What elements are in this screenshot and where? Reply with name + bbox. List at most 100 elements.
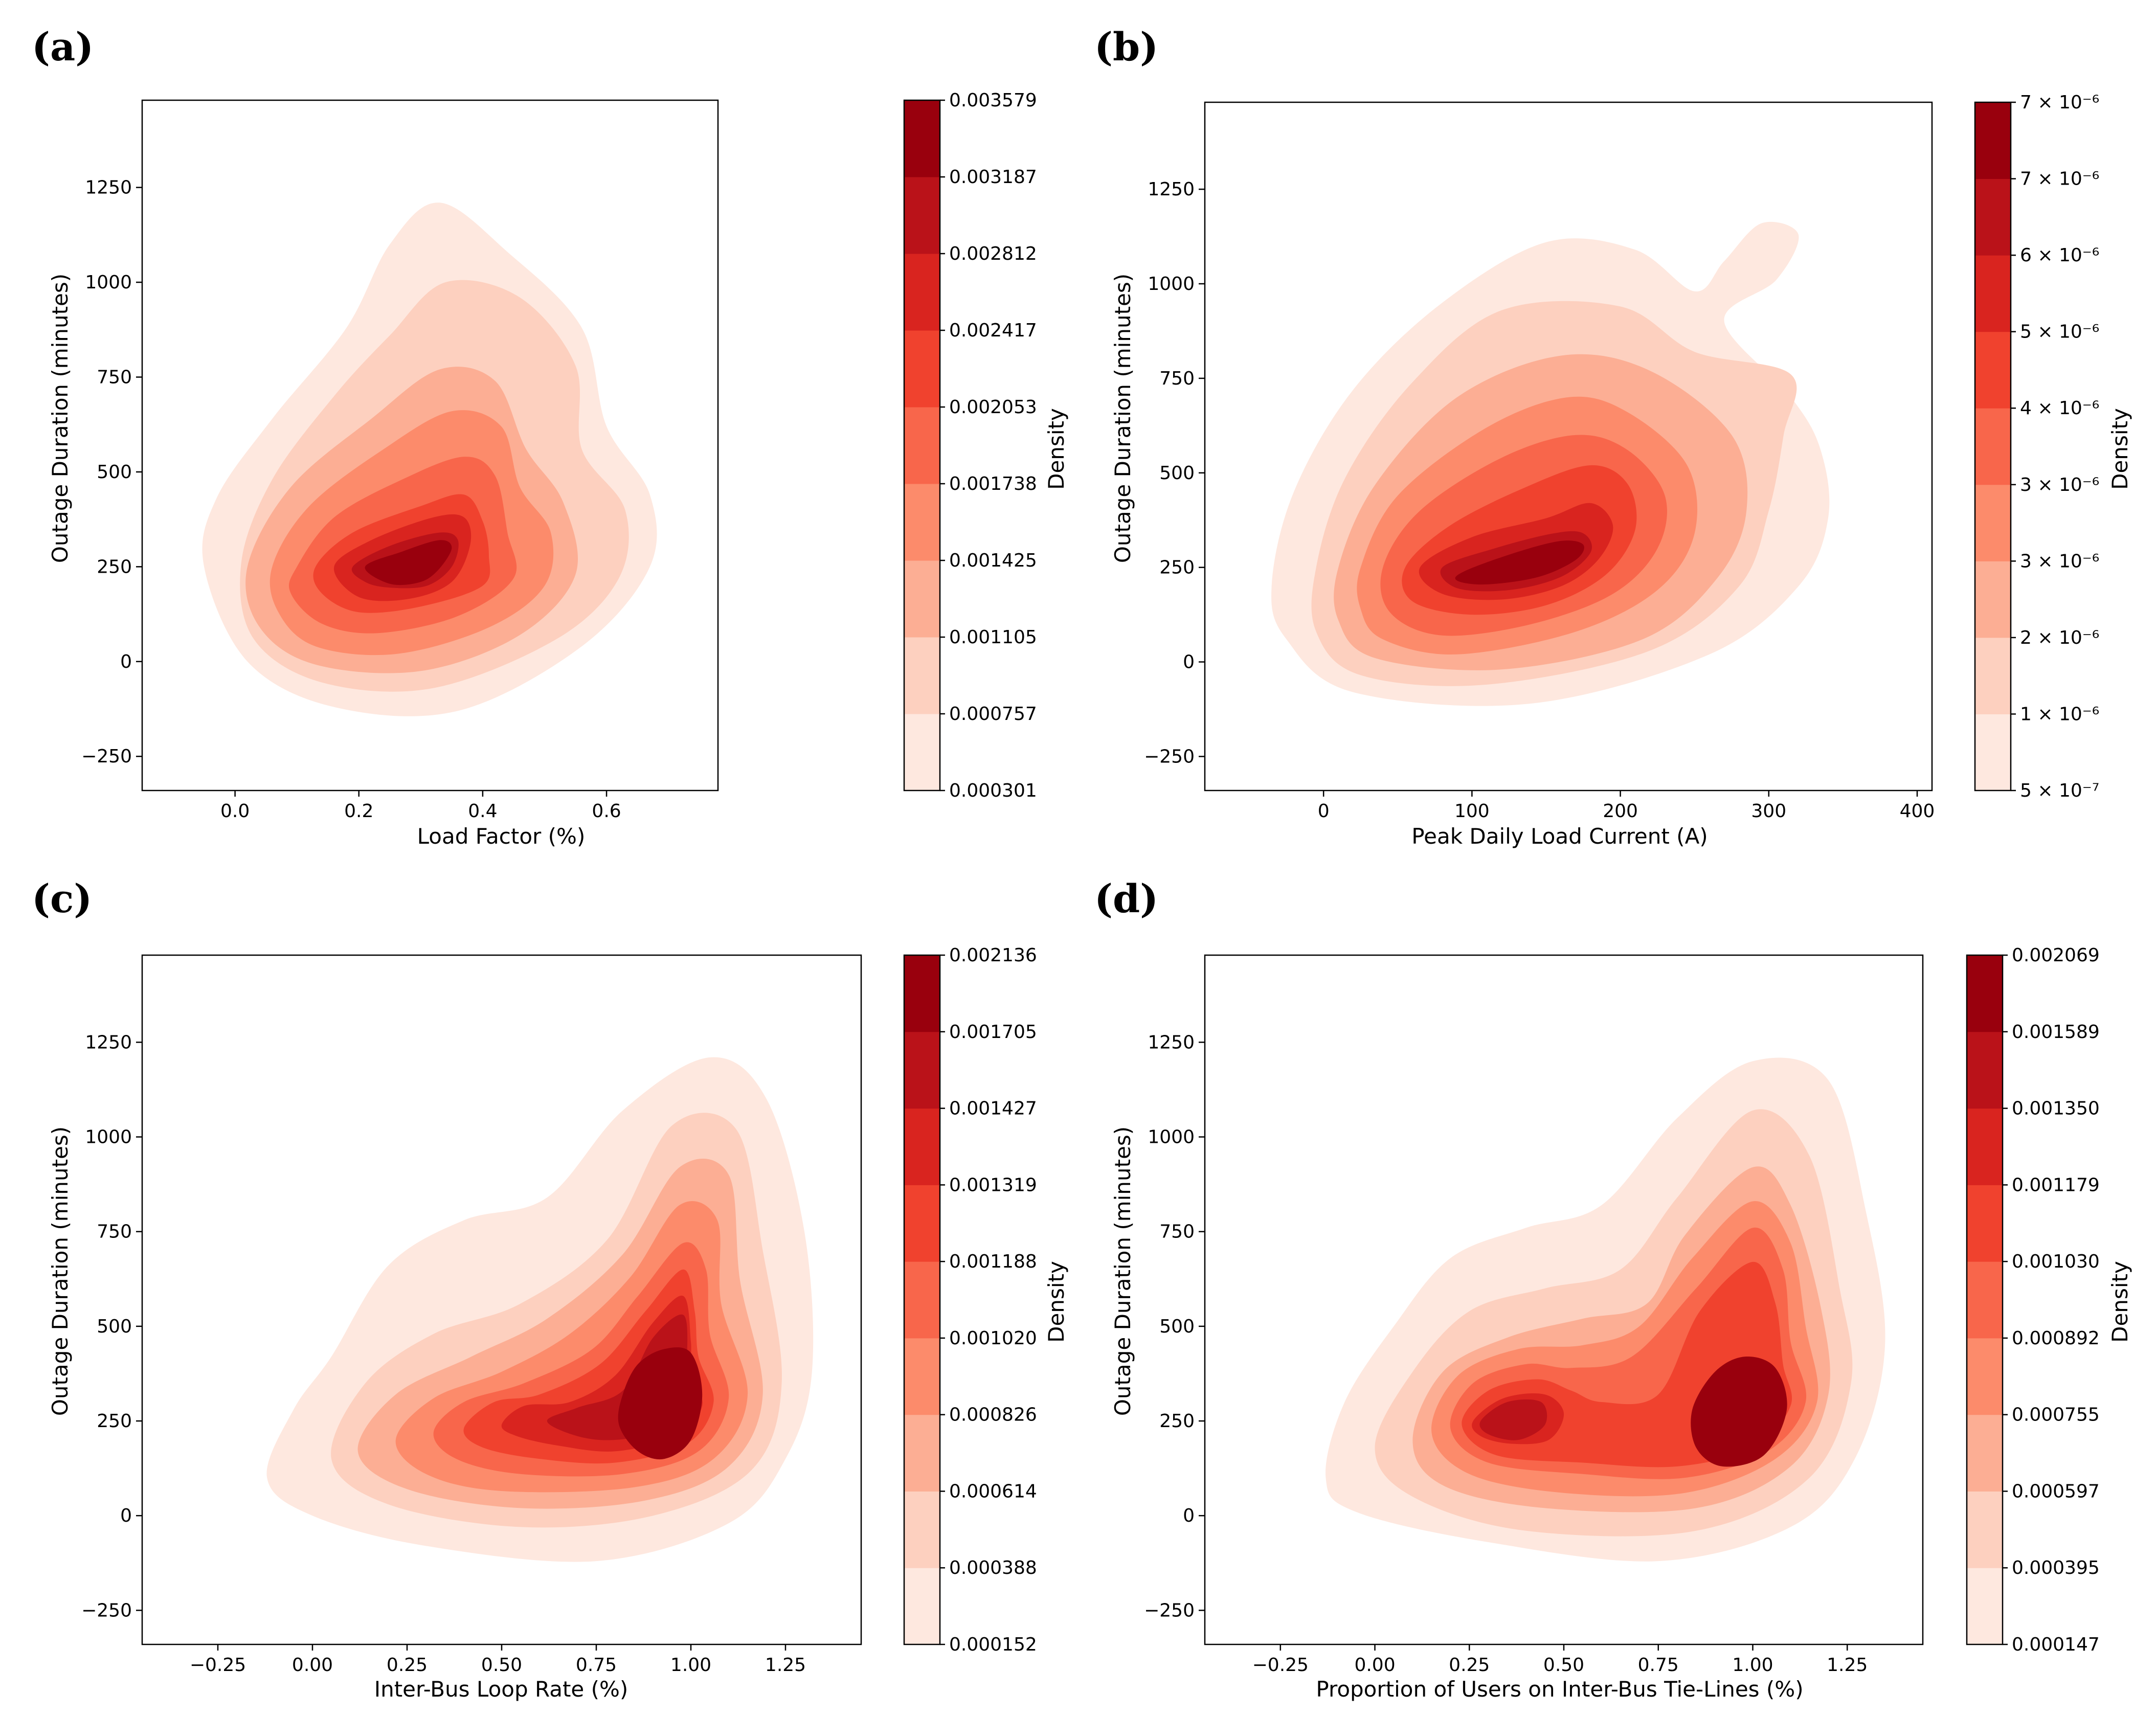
y-tick-label: −250 — [1144, 1600, 1195, 1621]
y-tick-label: 1000 — [85, 272, 132, 293]
x-tick-label: −0.25 — [190, 1655, 246, 1676]
panel-a: (a) Load Factor (%) Outage Duration (min… — [32, 24, 1069, 849]
colorbar-tick-label: 0.000757 — [949, 704, 1037, 725]
x-tick-label: 300 — [1751, 801, 1786, 822]
colorbar-tick-label: 0.000614 — [949, 1481, 1037, 1502]
colorbar-band-4 — [1975, 484, 2011, 561]
colorbar-tick-label: 0.003187 — [949, 167, 1037, 188]
colorbar-c: 0.000152 0.000388 0.000614 0.000826 0.001020… — [903, 945, 1037, 1655]
colorbar-tick-label: 0.001179 — [2012, 1175, 2100, 1195]
colorbar-band-7 — [1967, 1108, 2003, 1185]
colorbar-title-d: Density — [2107, 1261, 2132, 1343]
panel-label-a: (a) — [32, 24, 94, 70]
colorbar-tick-label: 5 × 10⁻⁶ — [2020, 322, 2099, 343]
contour-group-b — [1271, 221, 1830, 706]
x-tick-label: 0.75 — [1638, 1655, 1679, 1676]
colorbar-d: 0.000147 0.000395 0.000597 0.000755 0.000892… — [1966, 945, 2100, 1655]
colorbar-band-4 — [1967, 1338, 2003, 1415]
colorbar-tick-label: 0.001020 — [949, 1328, 1037, 1349]
x-tick-label: 0.00 — [292, 1655, 333, 1676]
y-tick-label: 0 — [120, 651, 132, 672]
colorbar-band-6 — [1975, 331, 2011, 409]
colorbar-band-9 — [1975, 102, 2011, 179]
y-tick-label: −250 — [81, 746, 132, 767]
colorbar-tick-label: 0.000152 — [949, 1634, 1037, 1655]
colorbar-tick-label: 0.001350 — [2012, 1098, 2100, 1119]
x-tick-label: 1.25 — [1827, 1655, 1868, 1676]
panel-b: (b) Peak Daily Load Current (A) Outage D… — [1094, 24, 2132, 849]
x-tick-label: 0.50 — [481, 1655, 522, 1676]
colorbar-tick-label: 6 × 10⁻⁶ — [2020, 245, 2099, 266]
colorbar-band-1 — [904, 714, 940, 791]
colorbar-tick-label: 0.001427 — [949, 1098, 1037, 1119]
panel-label-c: (c) — [32, 876, 92, 921]
colorbar-title-b: Density — [2107, 408, 2132, 490]
x-tick-label: 0.4 — [468, 801, 497, 822]
colorbar-band-3 — [1975, 561, 2011, 638]
y-tick-label: 1000 — [85, 1127, 132, 1148]
contour-group-d — [1326, 1057, 1885, 1562]
colorbar-band-3 — [1967, 1414, 2003, 1492]
colorbar-band-2 — [1967, 1491, 2003, 1568]
x-axis-title-c: Inter-Bus Loop Rate (%) — [374, 1677, 628, 1702]
colorbar-band-8 — [1967, 1031, 2003, 1109]
x-tick-label: 0.25 — [1449, 1655, 1490, 1676]
y-tick-label: −250 — [81, 1600, 132, 1621]
colorbar-tick-label: 0.001188 — [949, 1251, 1037, 1272]
colorbar-frame-b — [1974, 101, 2012, 792]
colorbar-tick-label: 0.003579 — [949, 90, 1037, 111]
x-tick-label: 0.75 — [576, 1655, 617, 1676]
colorbar-tick-label: 0.001105 — [949, 627, 1037, 648]
plot-area-c: −0.25 0.00 0.25 0.50 0.75 1.00 1.25 −250 0 250 500… — [81, 954, 862, 1676]
colorbar-tick-label: 0.002417 — [949, 320, 1037, 341]
colorbar-band-7 — [904, 1108, 940, 1185]
plot-area-b: 0 100 200 300 400 −250 0 250 500 750 1000 1250 — [1144, 101, 1935, 822]
colorbar-tick-label: 0.001589 — [2012, 1022, 2100, 1043]
x-tick-label: 1.00 — [670, 1655, 711, 1676]
y-tick-label: 1000 — [1148, 274, 1195, 295]
colorbar-tick-label: 0.000388 — [949, 1557, 1037, 1578]
plot-frame-b — [1204, 101, 1933, 792]
colorbar-band-3 — [904, 560, 940, 638]
y-tick-label: 750 — [1159, 368, 1195, 389]
colorbar-tick-label: 0.001738 — [949, 473, 1037, 494]
y-tick-label: 1250 — [1148, 1032, 1195, 1053]
y-tick-label: 1250 — [85, 177, 132, 198]
colorbar-tick-label: 3 × 10⁻⁶ — [2020, 475, 2099, 495]
panel-d: (d) Proportion of Users on Inter-Bus Tie… — [1094, 876, 2132, 1702]
colorbar-tick-label: 3 × 10⁻⁶ — [2020, 551, 2099, 572]
x-tick-label: 0.0 — [220, 801, 250, 822]
colorbar-band-1 — [1975, 714, 2011, 791]
y-tick-label: 0 — [1183, 652, 1195, 673]
colorbar-band-2 — [1975, 637, 2011, 714]
contour-level-9 — [365, 540, 452, 585]
colorbar-band-9 — [904, 100, 940, 177]
colorbar-band-5 — [904, 1261, 940, 1339]
x-tick-label: 1.25 — [765, 1655, 806, 1676]
y-tick-label: 250 — [97, 1411, 132, 1432]
colorbar-a: 0.000301 0.000757 0.001105 0.001425 0.001738… — [903, 90, 1037, 801]
colorbar-band-8 — [904, 1031, 940, 1109]
panel-c: (c) Inter-Bus Loop Rate (%) Outage Durat… — [32, 876, 1069, 1702]
colorbar-tick-label: 7 × 10⁻⁶ — [2020, 169, 2099, 190]
colorbar-band-8 — [1975, 178, 2011, 256]
colorbar-tick-label: 0.000395 — [2012, 1557, 2100, 1578]
colorbar-tick-label: 0.001705 — [949, 1022, 1037, 1043]
colorbar-band-1 — [904, 1568, 940, 1645]
colorbar-band-5 — [904, 407, 940, 484]
colorbar-band-2 — [904, 637, 940, 714]
colorbar-tick-label: 0.001319 — [949, 1175, 1037, 1195]
y-tick-label: 750 — [97, 367, 132, 388]
colorbar-frame-d — [1966, 954, 2004, 1645]
colorbar-band-5 — [1975, 408, 2011, 485]
colorbar-band-9 — [904, 955, 940, 1032]
panel-label-b: (b) — [1094, 24, 1158, 70]
colorbar-tick-label: 2 × 10⁻⁶ — [2020, 627, 2099, 648]
colorbar-band-1 — [1967, 1568, 2003, 1645]
contour-level-8 — [1479, 1399, 1547, 1440]
colorbar-tick-label: 0.000826 — [949, 1405, 1037, 1426]
x-tick-label: 0.6 — [592, 801, 621, 822]
y-tick-label: 1250 — [1148, 179, 1195, 200]
y-tick-label: 500 — [97, 462, 132, 483]
